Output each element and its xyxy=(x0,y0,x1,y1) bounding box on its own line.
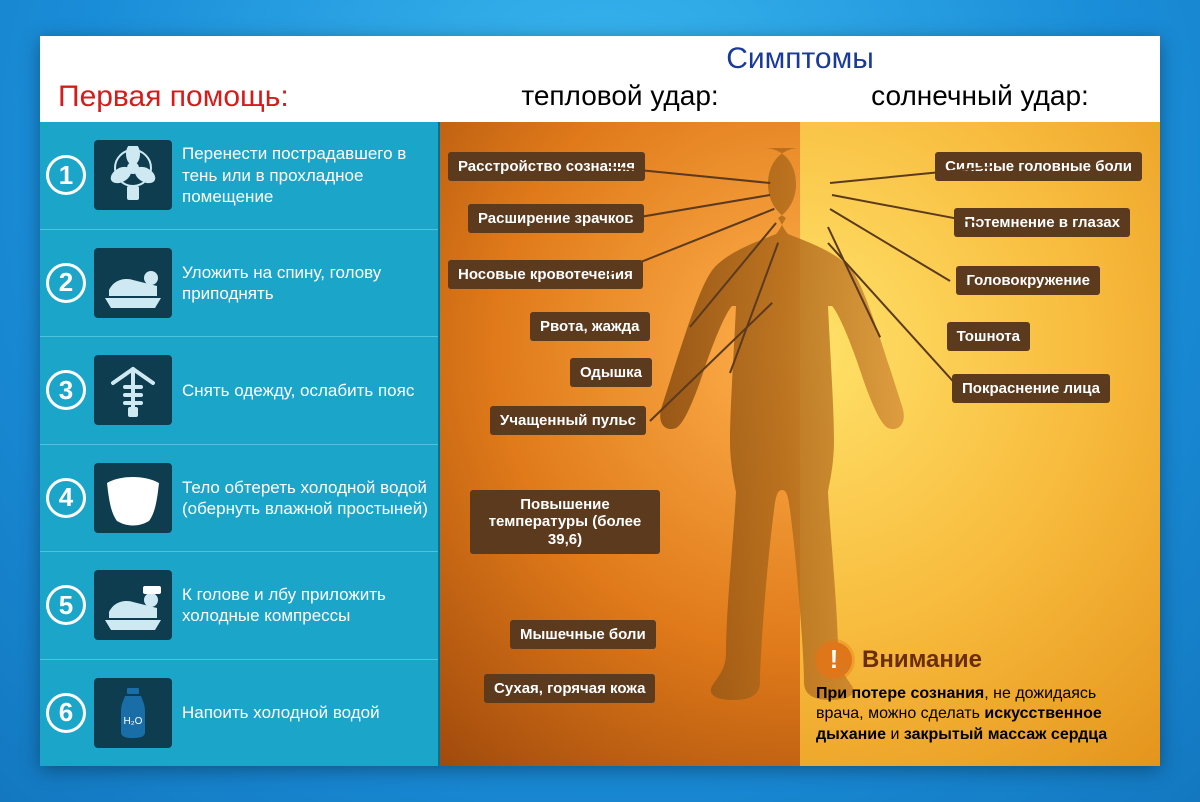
step-number: 3 xyxy=(46,370,86,410)
symptom-pill-heat: Учащенный пульс xyxy=(490,406,646,435)
step-number: 5 xyxy=(46,585,86,625)
title-symptoms: Симптомы xyxy=(440,36,1160,76)
symptom-pill-sun: Головокружение xyxy=(956,266,1100,295)
step-fan-icon xyxy=(94,140,172,210)
attention-body: При потере сознания, не дожидаясь врача,… xyxy=(816,684,1146,746)
step-bottle-icon: H₂O xyxy=(94,678,172,748)
step-compress-icon xyxy=(94,570,172,640)
first-aid-step: 4 Тело обтереть холодной водой (обернуть … xyxy=(40,445,438,553)
step-sheet-icon xyxy=(94,463,172,533)
step-number: 2 xyxy=(46,263,86,303)
symptom-pill-sun: Потемнение в глазах xyxy=(954,208,1130,237)
step-number: 6 xyxy=(46,693,86,733)
first-aid-step: 1 Перенести пострадавшего в тень или в пр… xyxy=(40,122,438,230)
first-aid-step: 2 Уложить на спину, голову приподнять xyxy=(40,230,438,338)
step-text: Уложить на спину, голову приподнять xyxy=(182,262,428,305)
first-aid-panel: 1 Перенести пострадавшего в тень или в пр… xyxy=(40,122,440,766)
step-number: 1 xyxy=(46,155,86,195)
symptom-pill-heat: Расширение зрачков xyxy=(468,204,644,233)
attention-box: ! Внимание При потере сознания, не дожид… xyxy=(816,642,1146,746)
warning-icon: ! xyxy=(816,642,852,678)
title-sun: солнечный удар: xyxy=(800,76,1160,122)
first-aid-step: 3 Снять одежду, ослабить пояс xyxy=(40,337,438,445)
first-aid-step: 5 К голове и лбу приложить холодные компр… xyxy=(40,552,438,660)
symptom-pill-heat: Рвота, жажда xyxy=(530,312,650,341)
svg-text:H₂O: H₂O xyxy=(124,716,143,727)
symptom-pill-sun: Сильные головные боли xyxy=(935,152,1142,181)
step-zipper-icon xyxy=(94,355,172,425)
step-text: Напоить холодной водой xyxy=(182,702,380,723)
step-text: Снять одежду, ослабить пояс xyxy=(182,380,414,401)
symptom-pill-heat: Мышечные боли xyxy=(510,620,656,649)
main-grid: 1 Перенести пострадавшего в тень или в пр… xyxy=(40,122,1160,766)
symptom-pill-sun: Тошнота xyxy=(947,322,1030,351)
title-heat: тепловой удар: xyxy=(440,76,800,122)
symptom-pill-heat: Сухая, горячая кожа xyxy=(484,674,655,703)
symptom-pill-heat: Носовые кровотечения xyxy=(448,260,643,289)
step-text: Тело обтереть холодной водой (обернуть в… xyxy=(182,477,428,520)
symptom-pill-heat: Одышка xyxy=(570,358,652,387)
title-firstaid: Первая помощь: xyxy=(40,76,440,122)
attention-title: Внимание xyxy=(862,646,982,674)
symptoms-panel: Расстройство сознанияРасширение зрачковН… xyxy=(440,122,1160,766)
symptom-pill-sun: Покраснение лица xyxy=(952,374,1110,403)
symptom-pill-heat: Повышение температуры (более 39,6) xyxy=(470,490,660,554)
step-number: 4 xyxy=(46,478,86,518)
title-row: Симптомы Первая помощь: тепловой удар: с… xyxy=(40,36,1160,122)
first-aid-step: 6 H₂O Напоить холодной водой xyxy=(40,660,438,767)
step-lying-icon xyxy=(94,248,172,318)
infographic-card: Симптомы Первая помощь: тепловой удар: с… xyxy=(40,36,1160,766)
step-text: К голове и лбу приложить холодные компре… xyxy=(182,584,428,627)
step-text: Перенести пострадавшего в тень или в про… xyxy=(182,143,428,207)
